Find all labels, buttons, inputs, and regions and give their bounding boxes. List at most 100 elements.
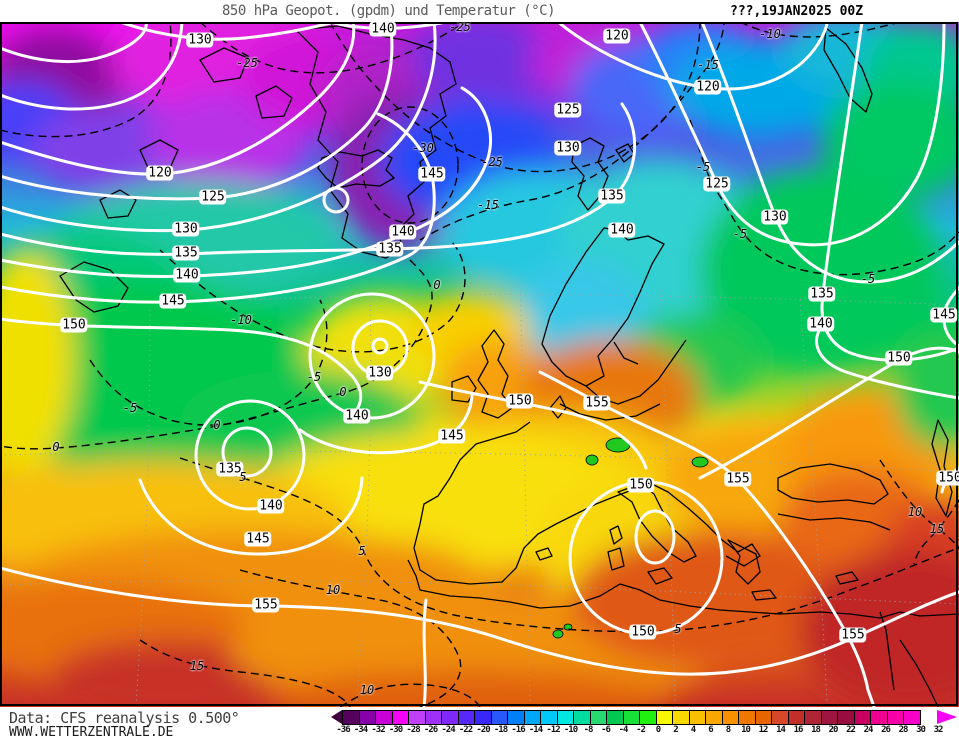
colorbar-tick-label: -32 xyxy=(371,725,385,735)
geopotential-isoline-label: 140 xyxy=(807,316,835,332)
geopotential-isoline-label: 155 xyxy=(724,471,752,487)
colorbar-tick-label: -8 xyxy=(583,725,594,735)
colorbar-cell xyxy=(771,710,789,725)
colorbar-tick-label: 6 xyxy=(708,725,714,735)
geopotential-isoline-label: 130 xyxy=(554,140,582,156)
temperature-isoline-label: 5 xyxy=(358,544,366,558)
colorbar-cell xyxy=(804,710,822,725)
colorbar-tick-label: 0 xyxy=(655,725,662,735)
colorbar-cell xyxy=(820,710,838,725)
colorbar-cell xyxy=(556,710,574,725)
geopotential-isoline-label: 135 xyxy=(376,241,404,257)
colorbar-tick-label: -10 xyxy=(563,725,578,735)
colorbar-tick-label: -14 xyxy=(528,725,543,735)
geopotential-isoline-label: 145 xyxy=(438,428,466,444)
colorbar-cell xyxy=(474,710,492,725)
colorbar-tick-label: 32 xyxy=(933,725,944,735)
colorbar-tick-label: -4 xyxy=(618,725,629,735)
footer: Data: CFS reanalysis 0.500° WWW.WETTERZE… xyxy=(0,707,959,741)
colorbar-cell xyxy=(375,710,393,725)
colorbar-tick-label: 4 xyxy=(690,725,697,735)
colorbar-tick-label: -30 xyxy=(388,725,403,735)
colorbar-tick-label: -34 xyxy=(353,725,368,735)
colorbar-cell xyxy=(688,710,706,725)
colorbar-tick-label: -26 xyxy=(423,725,438,735)
temperature-isoline-label: -10 xyxy=(230,313,252,327)
colorbar-cell xyxy=(787,710,805,725)
geopotential-isoline-label: 130 xyxy=(186,32,214,48)
geopotential-isoline-label: 150 xyxy=(936,470,959,486)
colorbar-cell xyxy=(903,710,921,725)
colorbar-tick-label: 22 xyxy=(846,725,856,735)
geopotential-isoline-label: 145 xyxy=(159,293,187,309)
temperature-isoline-label: 15 xyxy=(929,522,945,536)
colorbar-cell xyxy=(408,710,426,725)
valid-timestamp: ???,19JAN2025 00Z xyxy=(730,4,864,19)
geopotential-isoline-label: 140 xyxy=(173,267,201,283)
colorbar-right-arrow-icon xyxy=(937,710,957,724)
geopotential-isoline-label: 125 xyxy=(554,102,582,118)
colorbar-cell xyxy=(886,710,904,725)
colorbar-tick-label: 28 xyxy=(898,725,909,735)
colorbar-tick-label: -16 xyxy=(511,725,525,735)
colorbar-tick-label: -20 xyxy=(476,725,490,735)
geopotential-isoline-label: 120 xyxy=(603,28,631,44)
temperature-isoline-label: 0 xyxy=(339,385,347,399)
temperature-isoline-label: -30 xyxy=(412,141,434,155)
colorbar-tick-label: -18 xyxy=(493,725,508,735)
geopotential-isolines xyxy=(0,22,959,707)
colorbar-cell xyxy=(507,710,525,725)
temperature-isoline-label: 15 xyxy=(189,659,205,673)
colorbar-cell xyxy=(540,710,558,725)
colorbar-cell xyxy=(606,710,624,725)
temperature-isoline-label: 10 xyxy=(325,583,341,597)
geopotential-isoline-label: 140 xyxy=(389,224,417,240)
colorbar-tick-label: 2 xyxy=(673,725,679,735)
geopotential-isoline-label: 125 xyxy=(703,176,731,192)
colorbar-cell xyxy=(870,710,888,725)
colorbar-cell xyxy=(573,710,591,725)
temperature-isoline-label: -15 xyxy=(477,198,499,212)
colorbar-tick-label: -28 xyxy=(406,725,420,735)
geopotential-isoline-label: 140 xyxy=(369,21,397,37)
colorbar-tick-label: 12 xyxy=(758,725,769,735)
colorbar-left-arrow-icon xyxy=(331,710,342,724)
geopotential-isoline-label: 150 xyxy=(506,393,534,409)
colorbar-ticks: -36 -34 -32 -30 -28 -26 -24 -22 -20 -18 -16 -14 -12-… xyxy=(336,725,944,739)
temperature-isoline-label: -25 xyxy=(449,20,471,34)
temperature-isoline-label: 5 xyxy=(239,470,247,484)
geopotential-isoline-label: 155 xyxy=(252,597,280,613)
temperature-isoline-label: -15 xyxy=(697,58,719,72)
temperature-isoline-label: -5 xyxy=(695,160,711,174)
page-title: 850 hPa Geopot. (gpdm) und Temperatur (°… xyxy=(222,3,556,19)
geopotential-isoline-label: 135 xyxy=(216,461,244,477)
colorbar-cell xyxy=(424,710,442,725)
temperature-isoline-label: -10 xyxy=(759,27,781,41)
geopotential-isoline-label: 125 xyxy=(199,189,227,205)
map-border xyxy=(0,22,958,706)
colorbar-cell xyxy=(523,710,541,725)
colorbar-tick-label: -36 xyxy=(336,725,350,735)
mountain-cold-spots xyxy=(552,437,709,639)
colorbar-cell xyxy=(738,710,756,725)
colorbar-tick-label: -24 xyxy=(441,725,455,735)
colorbar-tick-label: 24 xyxy=(863,725,874,735)
temperature-isoline-label: -5 xyxy=(122,401,138,415)
geopotential-isoline-label: 130 xyxy=(172,221,200,237)
geopotential-isoline-label: 135 xyxy=(808,286,836,302)
colorbar-tick-label: 18 xyxy=(811,725,821,735)
graticule xyxy=(0,284,959,707)
colorbar-cell xyxy=(837,710,855,725)
geopotential-isoline-label: 150 xyxy=(885,350,913,366)
colorbar-cell xyxy=(441,710,459,725)
geopotential-isoline-label: 130 xyxy=(761,209,789,225)
colorbar-cell xyxy=(853,710,871,725)
colorbar-tick-label: -22 xyxy=(458,725,473,735)
geopotential-isoline-label: 145 xyxy=(418,166,446,182)
geopotential-isoline-label: 155 xyxy=(583,395,611,411)
temperature-isoline-label: -5 xyxy=(306,370,322,384)
title-bar: 850 hPa Geopot. (gpdm) und Temperatur (°… xyxy=(0,0,959,22)
geopotential-isoline-label: 140 xyxy=(608,222,636,238)
colorbar-cell xyxy=(705,710,723,725)
